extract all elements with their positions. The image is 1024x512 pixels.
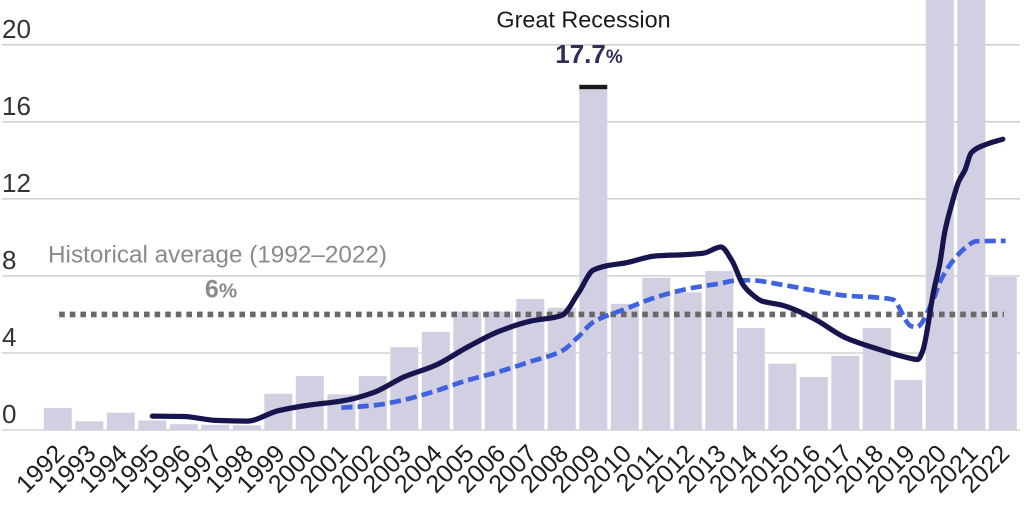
svg-text:0: 0 [2,399,16,429]
svg-text:8: 8 [2,245,16,275]
svg-text:16: 16 [2,91,31,121]
svg-text:12: 12 [2,168,31,198]
svg-text:20: 20 [2,14,31,44]
svg-text:Historical average (1992–2022): Historical average (1992–2022) [48,242,387,269]
svg-text:Great Recession: Great Recession [496,7,670,33]
svg-text:6%: 6% [205,276,237,304]
svg-text:4: 4 [2,322,16,352]
